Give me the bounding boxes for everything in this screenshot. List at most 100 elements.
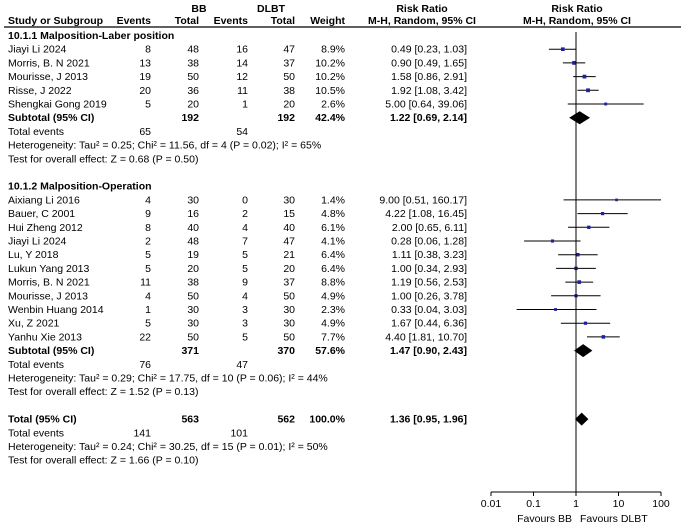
study-total-1: 50: [187, 290, 199, 302]
study-name: Bauer, C 2001: [8, 208, 75, 220]
x-tick-label: 0.01: [481, 498, 502, 510]
study-total-2: 47: [283, 44, 295, 56]
study-name: Jiayi Li 2024: [8, 236, 67, 248]
study-ci: 0.49 [0.23, 1.03]: [391, 44, 467, 56]
overall-diamond: [575, 412, 589, 426]
study-total-2: 30: [283, 304, 295, 316]
total-events-2: 54: [236, 126, 248, 138]
header-plot-risk-ratio: Risk Ratio: [551, 3, 602, 15]
study-events-1: 19: [139, 71, 151, 83]
study-marker: [577, 280, 582, 284]
study-events-2: 12: [236, 71, 248, 83]
study-ci: 1.00 [0.34, 2.93]: [391, 263, 467, 275]
study-name: Lukun Yang 2013: [8, 263, 90, 275]
study-total-1: 30: [187, 318, 199, 330]
study-marker: [600, 211, 605, 216]
study-name: Wenbin Huang 2014: [8, 304, 104, 316]
subgroup-title: 10.1.2 Malposition-Operation: [8, 181, 152, 193]
study-total-2: 38: [283, 85, 295, 97]
study-weight: 2.3%: [321, 304, 345, 316]
study-total-1: 38: [187, 57, 199, 69]
overall-heterogeneity-text: Heterogeneity: Tau² = 0.24; Chi² = 30.25…: [8, 441, 328, 453]
header-events-1: Events: [117, 15, 152, 27]
overall-weight: 100.0%: [309, 414, 345, 426]
subtotal-diamond: [574, 344, 593, 358]
study-events-1: 8: [145, 44, 151, 56]
study-total-1: 20: [187, 263, 199, 275]
overall-label: Total (95% CI): [8, 414, 77, 426]
study-ci: 4.22 [1.08, 16.45]: [385, 208, 467, 220]
study-events-2: 5: [242, 263, 248, 275]
overall-ci: 1.36 [0.95, 1.96]: [390, 414, 467, 426]
study-events-1: 11: [140, 277, 151, 289]
study-total-2: 20: [283, 99, 295, 111]
study-total-1: 38: [187, 277, 199, 289]
overall-effect-text: Test for overall effect: Z = 0.68 (P = 0…: [8, 153, 198, 165]
study-name: Shengkai Gong 2019: [8, 99, 107, 111]
study-events-1: 8: [145, 222, 151, 234]
study-total-2: 50: [283, 71, 295, 83]
heterogeneity-text: Heterogeneity: Tau² = 0.29; Chi² = 17.75…: [8, 373, 328, 385]
header-events-2: Events: [214, 15, 249, 27]
header-study: Study or Subgroup: [8, 15, 103, 27]
header-plot-method: M-H, Random, 95% CI: [523, 15, 631, 27]
study-total-2: 47: [283, 236, 295, 248]
study-events-1: 5: [145, 318, 151, 330]
x-tick-label: 10: [613, 498, 625, 510]
study-name: Aixiang Li 2016: [8, 194, 80, 206]
study-events-2: 9: [242, 277, 248, 289]
study-name: Mourisse, J 2013: [8, 71, 88, 83]
study-total-2: 37: [283, 277, 295, 289]
study-marker: [587, 225, 591, 229]
x-tick-label: 100: [652, 498, 670, 510]
study-ci: 1.11 [0.38, 3.23]: [392, 249, 467, 261]
study-events-2: 5: [242, 249, 248, 261]
study-total-2: 20: [283, 263, 295, 275]
study-total-1: 50: [187, 331, 199, 343]
header-group2: DLBT: [257, 3, 286, 15]
header-risk-ratio: Risk Ratio: [396, 3, 447, 15]
study-events-2: 2: [242, 208, 248, 220]
study-ci: 0.90 [0.49, 1.65]: [391, 57, 467, 69]
study-weight: 6.1%: [321, 222, 345, 234]
study-events-1: 4: [145, 194, 151, 206]
study-ci: 1.92 [1.08, 3.42]: [391, 85, 467, 97]
subtotal-label: Subtotal (95% CI): [8, 112, 94, 124]
study-weight: 10.5%: [315, 85, 345, 97]
study-events-2: 0: [242, 194, 248, 206]
header-group1: BB: [191, 3, 207, 15]
study-marker: [583, 321, 588, 325]
study-weight: 4.9%: [321, 318, 345, 330]
study-events-1: 9: [145, 208, 151, 220]
study-name: Morris, B. N 2021: [8, 277, 90, 289]
subtotal-total-1: 371: [181, 345, 199, 357]
study-events-2: 4: [242, 222, 248, 234]
study-name: Mourisse, J 2013: [8, 290, 88, 302]
study-weight: 1.4%: [321, 194, 345, 206]
study-events-2: 3: [242, 304, 248, 316]
study-weight: 8.8%: [321, 277, 345, 289]
study-total-1: 48: [187, 236, 199, 248]
total-events-1: 65: [139, 126, 151, 138]
study-total-1: 36: [187, 85, 199, 97]
header-weight: Weight: [310, 15, 345, 27]
study-events-1: 22: [139, 331, 151, 343]
header-total-1: Total: [175, 15, 199, 27]
study-total-1: 40: [187, 222, 199, 234]
study-total-1: 48: [187, 44, 199, 56]
study-marker: [615, 198, 618, 202]
study-total-2: 15: [283, 208, 295, 220]
study-marker: [550, 239, 555, 243]
study-total-2: 50: [283, 331, 295, 343]
study-ci: 1.00 [0.26, 3.78]: [391, 290, 467, 302]
study-events-1: 4: [145, 290, 151, 302]
study-events-1: 5: [145, 263, 151, 275]
study-ci: 1.58 [0.86, 2.91]: [391, 71, 467, 83]
total-events-2: 47: [236, 359, 248, 371]
study-events-2: 1: [242, 99, 248, 111]
study-total-1: 50: [187, 71, 199, 83]
study-marker: [586, 88, 590, 93]
study-ci: 2.00 [0.65, 6.11]: [392, 222, 467, 234]
study-weight: 4.9%: [321, 290, 345, 302]
